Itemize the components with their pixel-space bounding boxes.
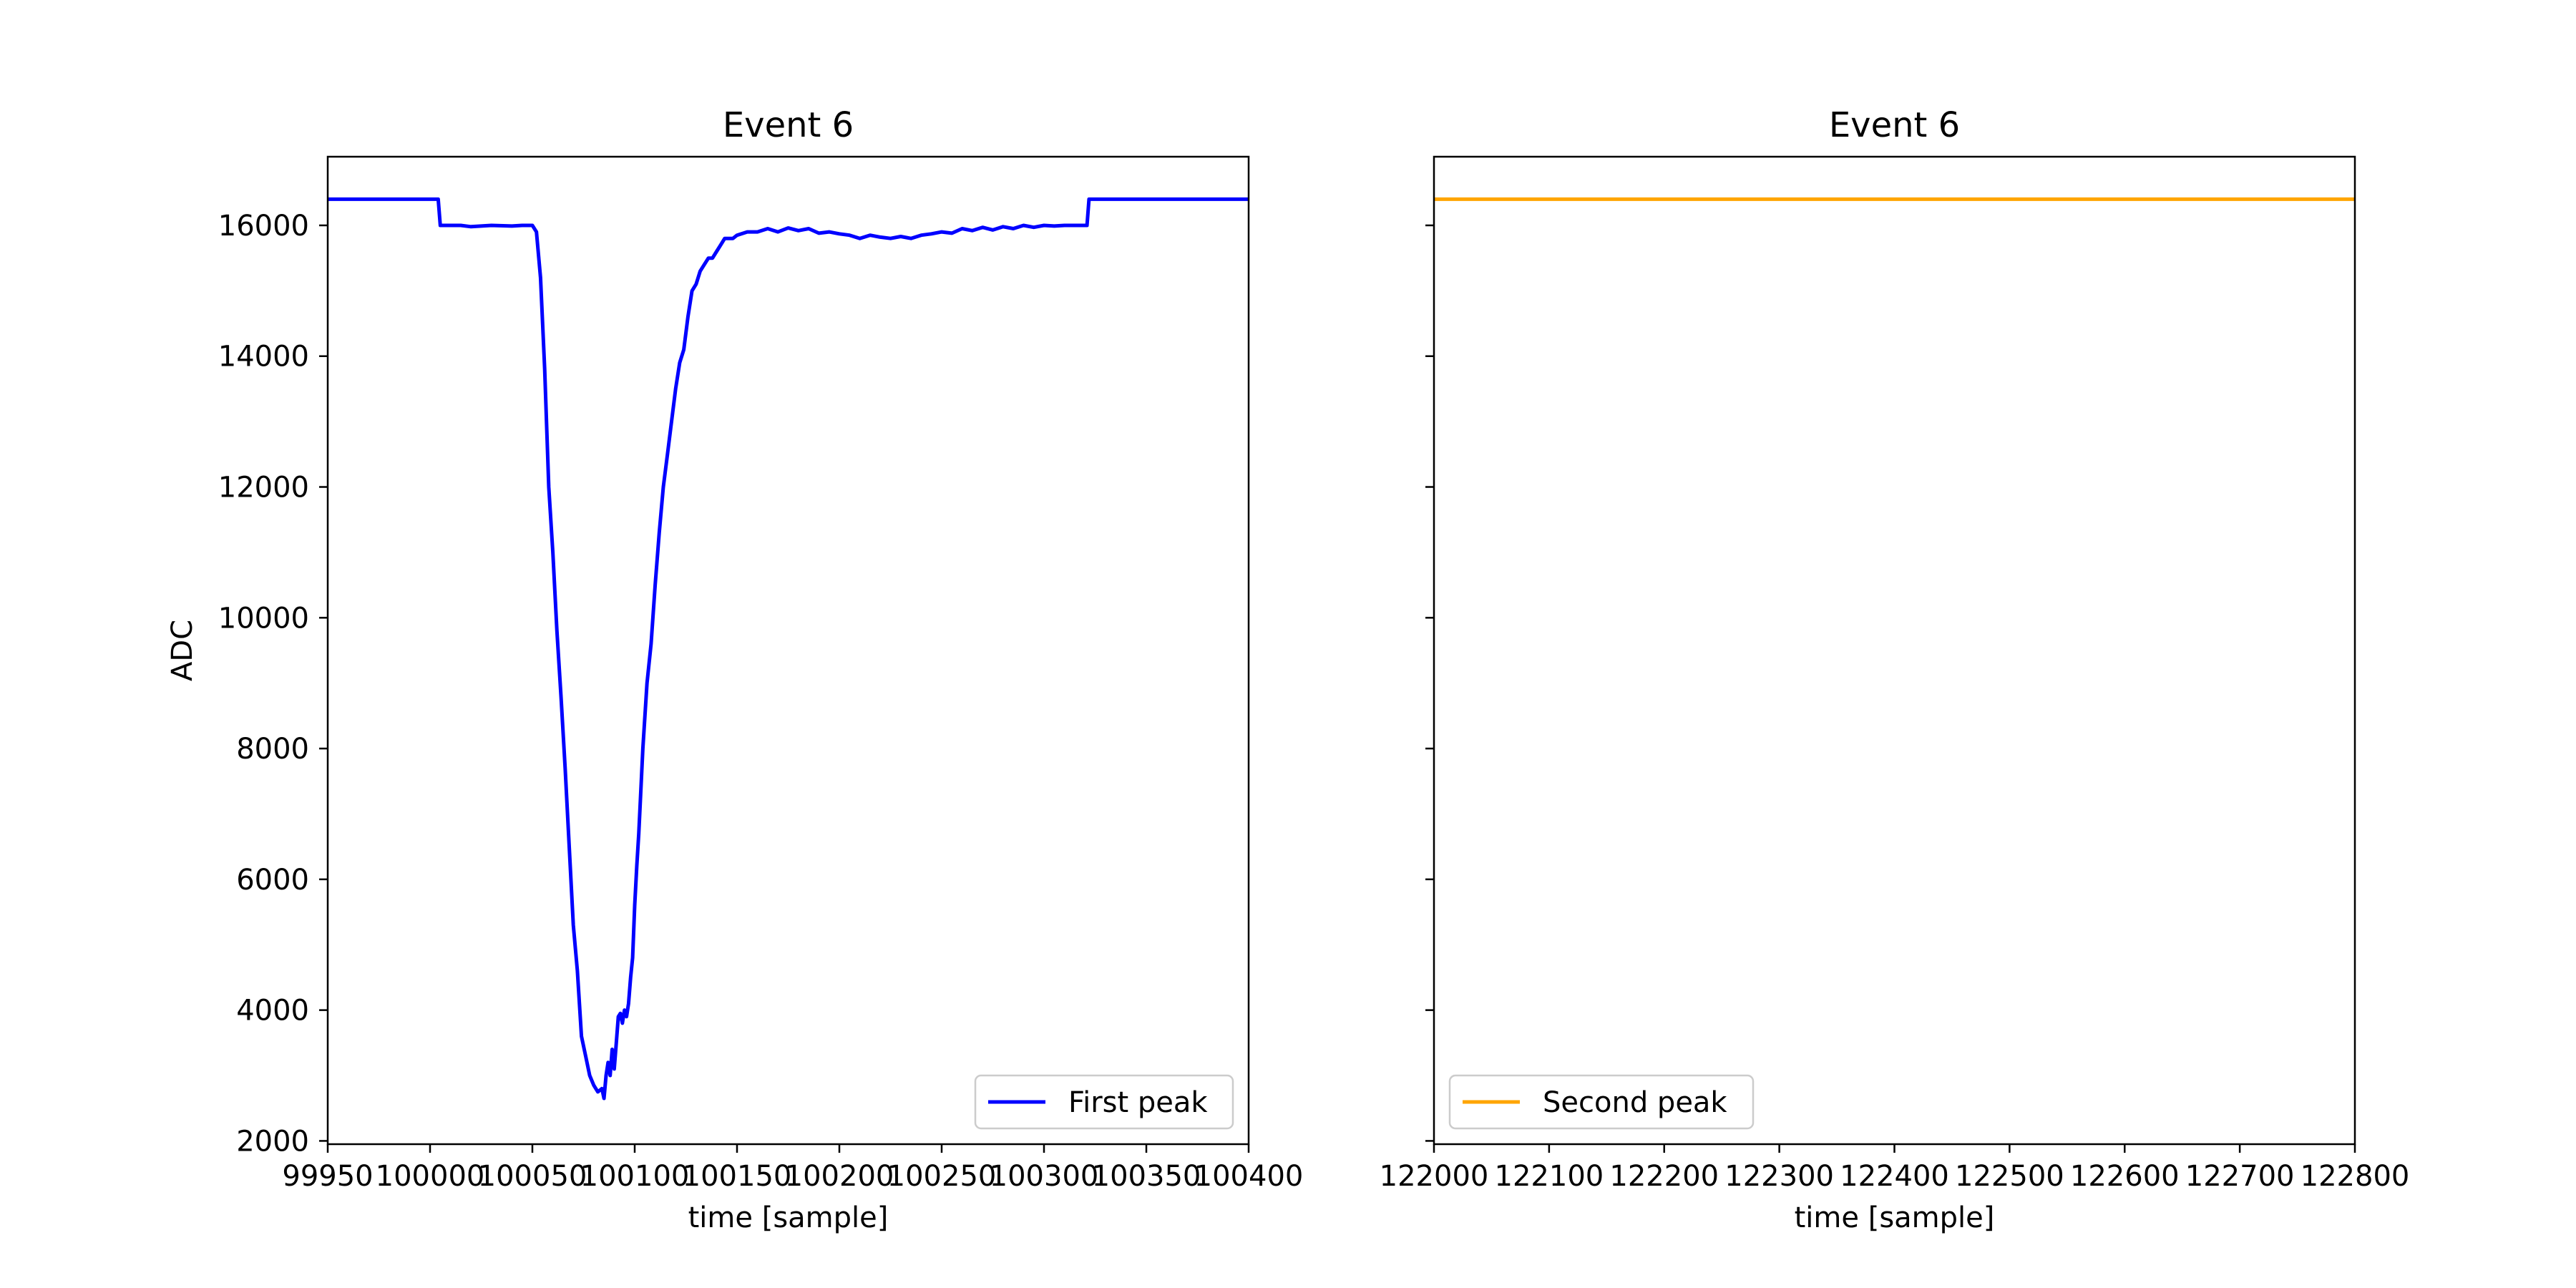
- legend-label: Second peak: [1543, 1086, 1727, 1119]
- x-axis-label: time [sample]: [688, 1201, 889, 1234]
- legend: First peak: [974, 1074, 1234, 1130]
- x-tick-label: 100300: [990, 1160, 1099, 1193]
- x-tick-label: 122100: [1495, 1160, 1604, 1193]
- y-tick-label: 10000: [218, 602, 309, 635]
- x-tick-label: 122600: [2070, 1160, 2180, 1193]
- y-tick-label: 2000: [236, 1125, 309, 1158]
- y-tick-label: 4000: [236, 995, 309, 1028]
- x-tick-label: 99950: [282, 1160, 373, 1193]
- y-tick-label: 6000: [236, 864, 309, 897]
- x-tick-label: 100050: [478, 1160, 587, 1193]
- x-tick-label: 100000: [376, 1160, 485, 1193]
- legend: Second peak: [1448, 1074, 1755, 1130]
- x-axis-label: time [sample]: [1795, 1201, 1995, 1234]
- x-tick-label: 122500: [1955, 1160, 2064, 1193]
- series-line-1: [328, 197, 1249, 1101]
- y-tick-label: 12000: [218, 472, 309, 504]
- x-tick-label: 100200: [785, 1160, 894, 1193]
- y-axis-label: ADC: [166, 620, 199, 681]
- x-tick-label: 122700: [2185, 1160, 2295, 1193]
- plot-frame: [1433, 155, 2356, 1146]
- x-tick-label: 100350: [1092, 1160, 1201, 1193]
- x-tick-label: 100100: [580, 1160, 690, 1193]
- legend-label: First peak: [1068, 1086, 1208, 1119]
- plot-frame: [326, 155, 1250, 1146]
- x-tick-label: 100150: [683, 1160, 792, 1193]
- y-tick-label: 16000: [218, 210, 309, 243]
- x-tick-label: 122800: [2301, 1160, 2410, 1193]
- x-tick-label: 122200: [1609, 1160, 1719, 1193]
- x-tick-label: 122300: [1724, 1160, 1834, 1193]
- x-tick-label: 100400: [1194, 1160, 1304, 1193]
- chart-title: Event 6: [1829, 105, 1960, 145]
- legend-box: [1448, 1074, 1755, 1130]
- x-tick-label: 122400: [1840, 1160, 1949, 1193]
- x-tick-label: 122000: [1380, 1160, 1489, 1193]
- x-tick-label: 100250: [887, 1160, 997, 1193]
- y-tick-label: 14000: [218, 341, 309, 374]
- y-tick-label: 8000: [236, 733, 309, 766]
- chart-title: Event 6: [723, 105, 854, 145]
- legend-box: [974, 1074, 1234, 1130]
